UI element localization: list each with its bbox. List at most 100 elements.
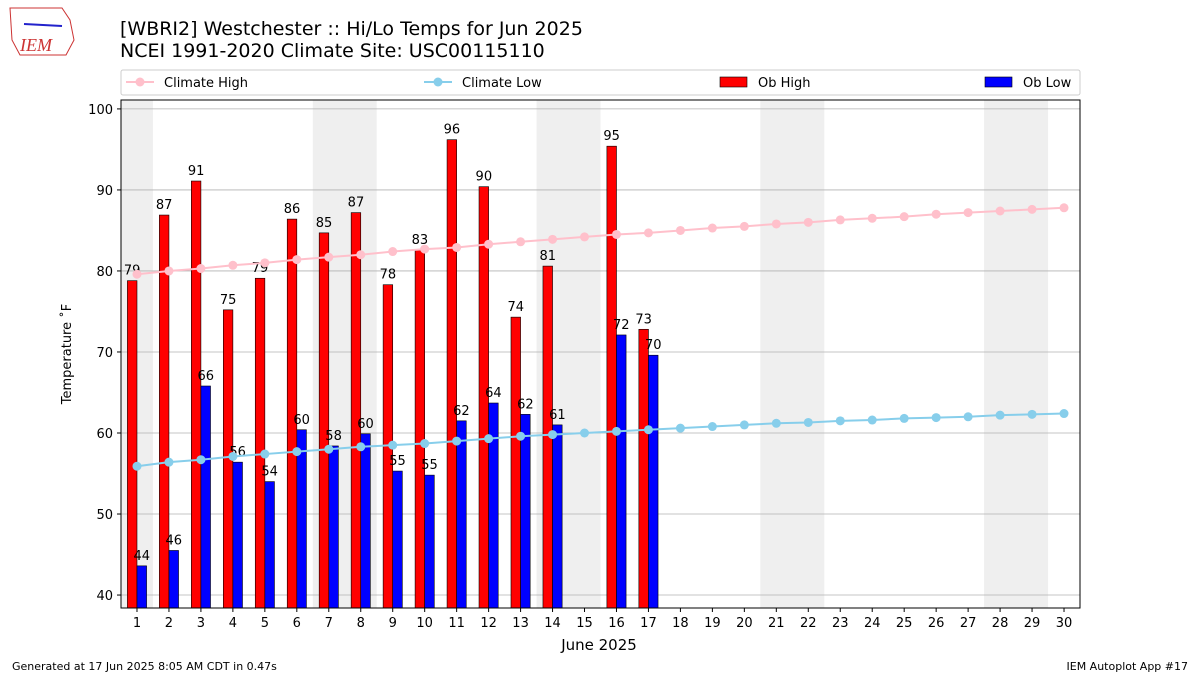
line-point xyxy=(132,461,142,471)
line-point xyxy=(356,442,366,452)
data-label: 87 xyxy=(156,198,173,213)
data-label: 55 xyxy=(389,454,406,469)
data-label: 64 xyxy=(485,386,502,401)
weekend-shade xyxy=(984,100,1049,608)
line-point xyxy=(963,412,973,422)
data-label: 70 xyxy=(645,338,662,353)
line-point xyxy=(995,206,1005,216)
bar xyxy=(552,424,563,609)
bar xyxy=(296,429,307,609)
line-point xyxy=(1027,204,1037,214)
bar xyxy=(264,481,275,609)
x-axis-label: June 2025 xyxy=(560,636,637,654)
weekend-shade xyxy=(760,100,825,608)
line-point xyxy=(963,208,973,218)
x-tick-label: 3 xyxy=(197,616,205,631)
data-label: 62 xyxy=(517,397,534,412)
line-point xyxy=(867,213,877,223)
bar xyxy=(414,249,425,609)
line-point xyxy=(580,428,590,438)
bar xyxy=(510,316,521,609)
logo-bar xyxy=(23,23,63,27)
x-tick-label: 14 xyxy=(544,616,561,631)
line-point xyxy=(707,223,717,233)
data-label: 75 xyxy=(220,293,237,308)
line-point xyxy=(132,269,142,279)
line-point xyxy=(1027,409,1037,419)
x-tick-label: 7 xyxy=(325,616,333,631)
x-tick-label: 21 xyxy=(768,616,785,631)
line-point xyxy=(899,413,909,423)
bar xyxy=(254,277,266,609)
bar xyxy=(456,420,467,609)
x-tick-label: 26 xyxy=(928,616,945,631)
line-point xyxy=(292,255,302,265)
x-tick-label: 12 xyxy=(480,616,497,631)
bar xyxy=(200,385,211,609)
line-point xyxy=(643,228,653,238)
data-label: 58 xyxy=(325,429,342,444)
x-tick-label: 29 xyxy=(1024,616,1041,631)
logo-outline xyxy=(9,7,75,56)
line-point xyxy=(707,422,717,432)
line-point xyxy=(899,212,909,222)
line-point xyxy=(452,436,462,446)
line-point xyxy=(675,423,685,433)
line-point xyxy=(452,242,462,252)
line-point xyxy=(484,239,494,249)
line-point xyxy=(803,417,813,427)
legend-label: Ob Low xyxy=(1023,76,1072,91)
data-label: 72 xyxy=(613,318,630,333)
x-tick-label: 1 xyxy=(133,616,141,631)
data-label: 91 xyxy=(188,164,205,179)
legend-label: Climate High xyxy=(164,76,248,91)
line-point xyxy=(164,266,174,276)
bar xyxy=(232,461,243,609)
data-label: 46 xyxy=(165,533,182,548)
line-point xyxy=(228,260,238,270)
line-point xyxy=(643,425,653,435)
line-point xyxy=(931,209,941,219)
bar xyxy=(350,212,362,609)
x-tick-label: 22 xyxy=(800,616,817,631)
line-point xyxy=(548,430,558,440)
x-tick-label: 15 xyxy=(576,616,593,631)
x-tick-label: 10 xyxy=(416,616,433,631)
legend-label: Climate Low xyxy=(462,76,542,91)
bar xyxy=(520,414,531,609)
line-point xyxy=(260,258,270,268)
data-label: 54 xyxy=(261,465,278,480)
data-label: 74 xyxy=(508,300,525,315)
bar xyxy=(446,139,457,609)
line-point xyxy=(739,221,749,231)
bar xyxy=(191,180,202,609)
x-tick-label: 23 xyxy=(832,616,849,631)
x-tick-label: 6 xyxy=(293,616,301,631)
line-point xyxy=(548,234,558,244)
y-axis-label: Temperature ˚F xyxy=(59,304,75,405)
bar xyxy=(606,145,617,609)
data-label: 55 xyxy=(421,458,438,473)
x-tick-label: 2 xyxy=(165,616,173,631)
x-tick-label: 8 xyxy=(357,616,365,631)
x-tick-label: 19 xyxy=(704,616,721,631)
x-tick-label: 13 xyxy=(512,616,529,631)
line xyxy=(136,412,1065,468)
x-tick-label: 5 xyxy=(261,616,269,631)
line-point xyxy=(164,457,174,467)
x-tick-label: 30 xyxy=(1056,616,1073,631)
line-point xyxy=(516,237,526,247)
x-tick-label: 27 xyxy=(960,616,977,631)
data-label: 96 xyxy=(444,123,461,138)
bar xyxy=(424,474,435,609)
line-point xyxy=(324,444,334,454)
legend xyxy=(120,69,1081,96)
data-label: 73 xyxy=(635,312,652,327)
bar xyxy=(488,402,499,609)
line-point xyxy=(292,447,302,457)
y-tick-label: 50 xyxy=(96,508,113,523)
y-tick-label: 90 xyxy=(96,184,113,199)
bar xyxy=(318,232,330,609)
line-point xyxy=(420,439,430,449)
line-point xyxy=(484,434,494,444)
